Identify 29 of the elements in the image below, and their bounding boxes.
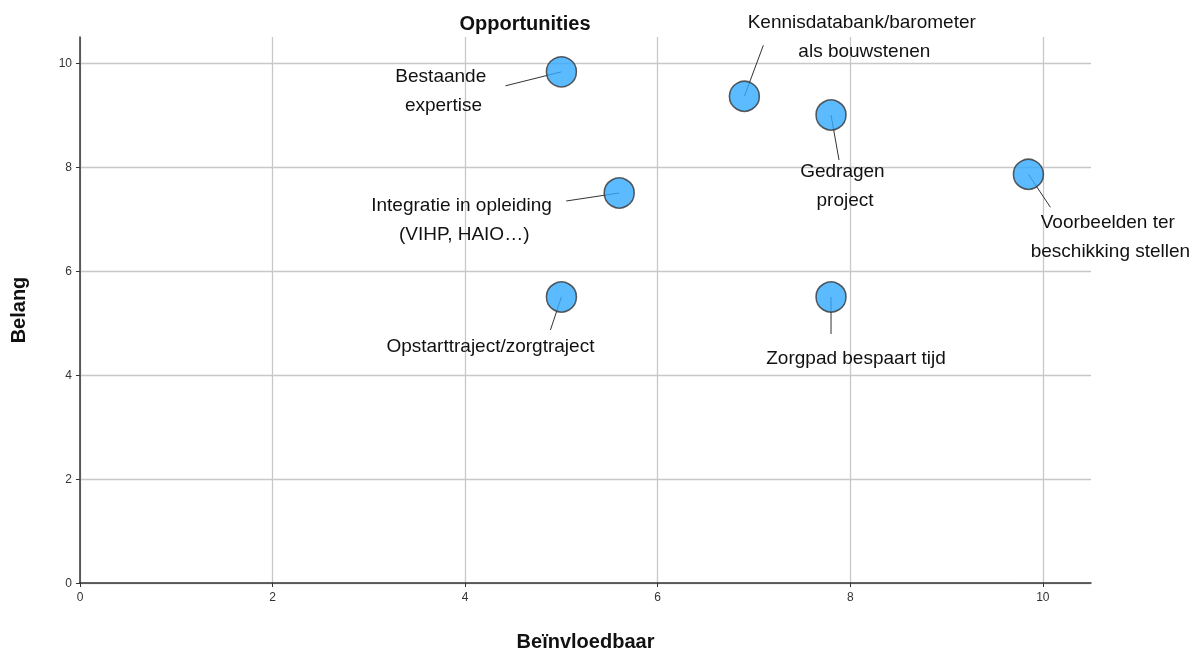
y-tick-label: 6 bbox=[65, 264, 73, 278]
annotation: Voorbeelden ter beschikking stellen bbox=[1030, 211, 1191, 262]
x-tick-label: 0 bbox=[76, 590, 84, 604]
point bbox=[728, 80, 761, 113]
point bbox=[815, 281, 847, 313]
annotation: Kennisdatabank/barometer als bouwstenen bbox=[747, 11, 982, 62]
x-axis-title: Beïnvloedbaar bbox=[516, 630, 655, 652]
y-axis-title: Belang bbox=[7, 276, 29, 344]
x-tick-label: 10 bbox=[1036, 590, 1050, 604]
point bbox=[1012, 158, 1045, 191]
annotation: Gedragen project bbox=[800, 160, 890, 210]
annotation: Opstarttraject/zorgtraject bbox=[386, 334, 596, 356]
y-tick-label: 2 bbox=[65, 472, 73, 486]
point bbox=[545, 56, 578, 88]
y-tick-label: 4 bbox=[65, 368, 73, 382]
annotation: Zorgpad bespaart tijd bbox=[766, 346, 946, 368]
annotation: Bestaande expertise bbox=[395, 64, 492, 115]
y-tick-label: 8 bbox=[65, 160, 73, 174]
point bbox=[545, 281, 578, 313]
y-tick-label: 0 bbox=[65, 576, 73, 590]
chart-title: Opportunities bbox=[459, 12, 591, 34]
x-tick-label: 2 bbox=[269, 590, 277, 604]
x-tick-label: 6 bbox=[654, 590, 662, 604]
annotation: Integratie in opleiding (VIHP, HAIO…) bbox=[371, 194, 558, 244]
x-tick-label: 8 bbox=[846, 590, 854, 604]
y-tick-label: 10 bbox=[58, 56, 73, 70]
point bbox=[815, 99, 847, 131]
point bbox=[603, 177, 635, 209]
x-tick-label: 4 bbox=[461, 590, 469, 604]
